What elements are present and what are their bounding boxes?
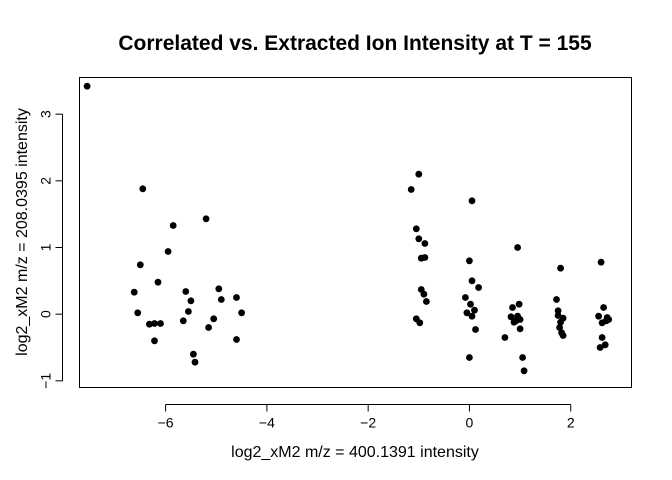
- data-point: [215, 285, 223, 293]
- data-point: [553, 296, 560, 303]
- x-tick-label: 2: [567, 415, 575, 431]
- data-point: [136, 261, 144, 269]
- data-point: [187, 297, 195, 305]
- data-point: [415, 170, 423, 178]
- data-point: [596, 344, 604, 351]
- data-point: [559, 332, 567, 339]
- data-point: [468, 197, 476, 205]
- data-point: [466, 257, 473, 265]
- data-point: [516, 316, 524, 323]
- chart-title: Correlated vs. Extracted Ion Intensity a…: [118, 32, 592, 55]
- data-point: [468, 277, 476, 285]
- y-tick-label: −1: [38, 373, 54, 389]
- data-point: [514, 244, 521, 251]
- data-point: [151, 337, 158, 345]
- data-point: [205, 324, 213, 331]
- data-point: [164, 248, 172, 255]
- data-point: [412, 225, 420, 233]
- data-point: [238, 309, 246, 317]
- data-point: [472, 326, 479, 333]
- data-point: [134, 309, 142, 317]
- data-point: [233, 336, 240, 343]
- data-point: [554, 312, 562, 319]
- data-point: [501, 334, 509, 341]
- x-tick-label: −6: [158, 415, 174, 431]
- data-point: [191, 358, 199, 366]
- y-axis-label: log2_xM2 m/z = 208.0395 intensity: [14, 108, 31, 356]
- data-point: [151, 320, 158, 327]
- data-point: [416, 319, 424, 327]
- x-axis-label: log2_xM2 m/z = 400.1391 intensity: [231, 444, 479, 461]
- data-point: [210, 315, 218, 323]
- data-point: [466, 354, 473, 361]
- data-point: [559, 314, 567, 322]
- data-point: [421, 240, 429, 247]
- data-point: [516, 325, 524, 333]
- data-point: [130, 288, 138, 296]
- data-point: [468, 312, 476, 320]
- data-point: [157, 320, 164, 327]
- data-point: [421, 254, 429, 261]
- data-point: [554, 307, 562, 315]
- y-tick-label: 2: [38, 177, 54, 185]
- x-tick-label: −2: [360, 415, 376, 431]
- data-point: [185, 308, 192, 315]
- data-point: [507, 313, 515, 321]
- data-point: [557, 264, 564, 272]
- data-point: [519, 354, 526, 361]
- data-point: [463, 309, 471, 317]
- data-point: [169, 222, 177, 229]
- data-point: [520, 367, 528, 375]
- data-point: [597, 258, 605, 266]
- x-axis: −6 −4 −2 0 2: [158, 404, 575, 431]
- data-point: [509, 304, 516, 311]
- y-tick-label: 1: [38, 243, 54, 251]
- data-point: [190, 350, 197, 358]
- data-point: [420, 290, 428, 298]
- data-point: [595, 312, 602, 320]
- data-point: [467, 300, 474, 308]
- y-tick-label: 3: [38, 110, 54, 118]
- data-point: [475, 284, 482, 291]
- data-point: [217, 296, 225, 303]
- data-point: [462, 294, 469, 301]
- data-point: [423, 298, 430, 305]
- data-point: [182, 288, 190, 295]
- plot-area-frame: [79, 77, 632, 388]
- y-axis: −1 0 1 2 3: [38, 110, 63, 389]
- data-point: [407, 186, 415, 193]
- data-point: [139, 185, 147, 193]
- data-point: [598, 334, 606, 341]
- data-point: [515, 300, 523, 308]
- x-tick-label: 0: [466, 415, 474, 431]
- data-point: [146, 320, 153, 328]
- data-point: [415, 235, 423, 243]
- x-tick-label: −4: [259, 415, 275, 431]
- data-point: [601, 341, 609, 349]
- data-point: [600, 304, 607, 311]
- data-point: [154, 278, 162, 286]
- data-point: [233, 294, 240, 301]
- y-tick-label: 0: [38, 310, 54, 318]
- data-point: [179, 317, 187, 325]
- data-points: [83, 82, 613, 375]
- data-point: [471, 306, 478, 314]
- data-point: [556, 324, 563, 331]
- data-point: [605, 316, 613, 323]
- data-point: [202, 215, 210, 223]
- data-point: [83, 82, 91, 90]
